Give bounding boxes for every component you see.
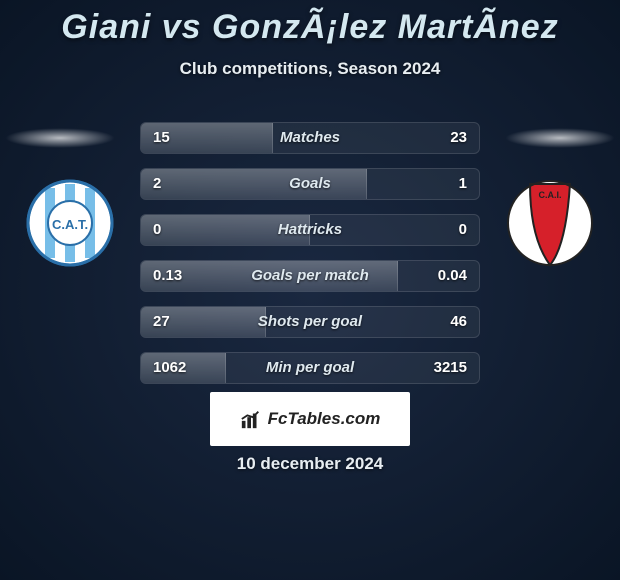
stat-row: 1062Min per goal3215 [140, 352, 480, 384]
stat-value-right: 3215 [434, 353, 467, 383]
stat-label: Shots per goal [141, 307, 479, 337]
brand-logo[interactable]: FcTables.com [210, 392, 410, 446]
stat-row: 2Goals1 [140, 168, 480, 200]
stat-label: Min per goal [141, 353, 479, 383]
stat-value-right: 1 [459, 169, 467, 199]
badge-shadow-right [505, 128, 615, 148]
stats-container: 15Matches23 2Goals1 0Hattricks0 0.13Goals p… [140, 122, 480, 398]
team-badge-right: C.A.I. [500, 178, 600, 268]
stat-row: 27Shots per goal46 [140, 306, 480, 338]
team-badge-right-svg: C.A.I. [500, 178, 600, 268]
date-text: 10 december 2024 [0, 454, 620, 474]
team-badge-left-svg: C.A.T. [20, 178, 120, 268]
stat-row: 15Matches23 [140, 122, 480, 154]
stat-label: Matches [141, 123, 479, 153]
stat-label: Hattricks [141, 215, 479, 245]
chart-icon [240, 408, 262, 430]
brand-text: FcTables.com [268, 409, 381, 429]
badge-shadow-left [5, 128, 115, 148]
svg-text:C.A.I.: C.A.I. [538, 190, 561, 200]
page-title: Giani vs GonzÃ¡lez MartÃ­nez [0, 0, 620, 47]
stat-value-right: 0 [459, 215, 467, 245]
subtitle: Club competitions, Season 2024 [0, 59, 620, 79]
stat-row: 0.13Goals per match0.04 [140, 260, 480, 292]
stat-label: Goals per match [141, 261, 479, 291]
stat-value-right: 46 [450, 307, 467, 337]
svg-text:C.A.T.: C.A.T. [52, 217, 88, 232]
stat-label: Goals [141, 169, 479, 199]
stat-value-right: 0.04 [438, 261, 467, 291]
stat-value-right: 23 [450, 123, 467, 153]
team-badge-left: C.A.T. [20, 178, 120, 268]
stat-row: 0Hattricks0 [140, 214, 480, 246]
